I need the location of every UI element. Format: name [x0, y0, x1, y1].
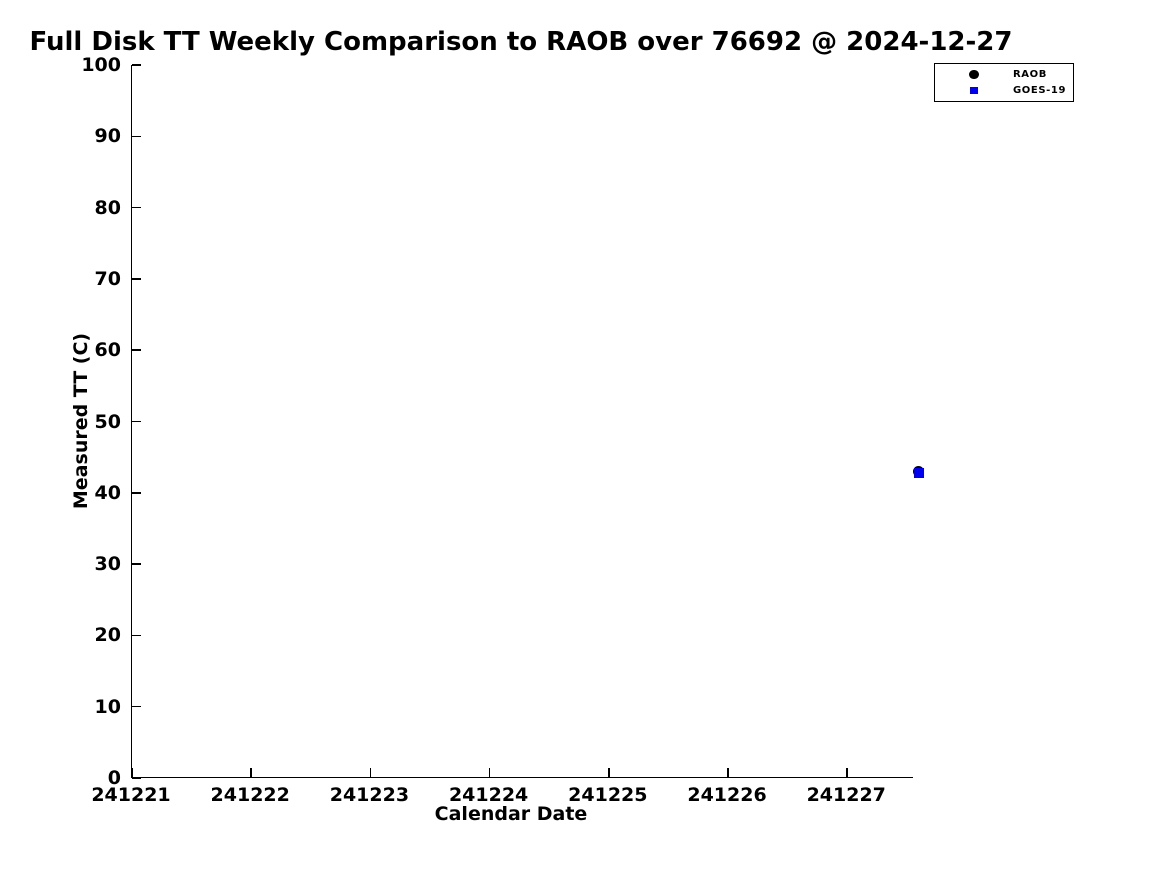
y-tick-label: 40 [94, 481, 121, 504]
y-tick-label: 80 [94, 196, 121, 219]
x-tick-mark [369, 768, 372, 777]
plot-area [131, 64, 925, 779]
x-tick-label: 241224 [448, 784, 529, 806]
x-tick-mark [608, 768, 610, 777]
y-tick-mark [132, 492, 141, 494]
y-tick-mark [132, 64, 141, 66]
y-axis-label: Measured TT (C) [70, 332, 92, 510]
x-tick-mark [488, 768, 491, 777]
x-tick-label: 241227 [806, 784, 886, 806]
goes-19-square-marker-icon [970, 86, 978, 95]
x-axis-label: Calendar Date [434, 803, 588, 825]
legend-label-goes-19: GOES-19 [1013, 85, 1067, 96]
y-tick-label: 10 [94, 695, 121, 718]
y-tick-mark [132, 563, 141, 565]
y-tick-label: 70 [94, 267, 121, 290]
legend-marker-cell [935, 69, 1013, 80]
x-tick-mark [131, 768, 133, 777]
y-tick-mark [132, 349, 141, 351]
y-tick-label: 0 [107, 767, 121, 789]
x-tick-mark [727, 768, 729, 777]
y-tick-mark [132, 634, 141, 637]
legend: RAOB GOES-19 [934, 63, 1074, 102]
y-tick-label: 60 [94, 339, 121, 362]
y-tick-label: 90 [94, 125, 121, 148]
y-tick-mark [132, 135, 141, 138]
y-tick-label: 20 [94, 624, 121, 647]
y-tick-label: 30 [94, 553, 121, 576]
legend-label-raob: RAOB [1013, 69, 1047, 80]
y-tick-mark [132, 278, 141, 280]
x-tick-mark [250, 768, 252, 777]
x-tick-label: 241223 [329, 784, 410, 806]
legend-item-raob: RAOB [935, 67, 1073, 82]
x-tick-label: 241221 [91, 784, 171, 806]
y-tick-label: 50 [94, 410, 121, 433]
legend-item-goes-19: GOES-19 [935, 83, 1073, 98]
y-tick-label: 100 [81, 54, 121, 76]
x-tick-label: 241225 [568, 784, 648, 806]
y-tick-mark [132, 705, 141, 708]
y-tick-mark [132, 206, 141, 209]
legend-marker-cell [935, 86, 1013, 95]
raob-circle-marker-icon [969, 69, 979, 80]
chart-title: Full Disk TT Weekly Comparison to RAOB o… [29, 27, 1013, 57]
x-tick-label: 241226 [687, 784, 767, 806]
goes-19-data-point [914, 468, 924, 478]
x-tick-mark [846, 768, 848, 777]
x-tick-label: 241222 [210, 784, 290, 806]
y-tick-mark [132, 420, 141, 423]
y-tick-mark [132, 777, 141, 779]
